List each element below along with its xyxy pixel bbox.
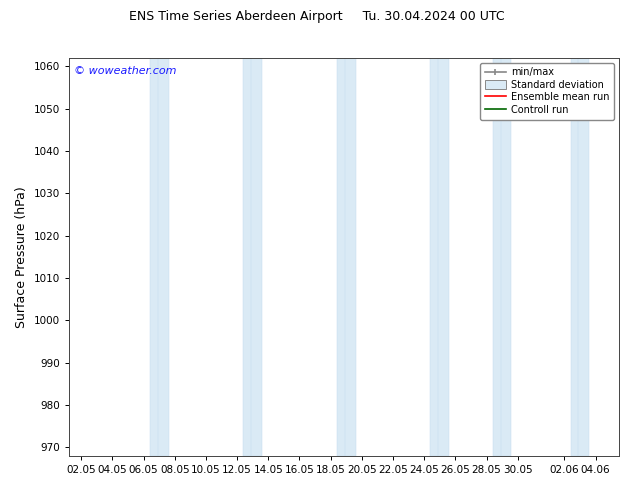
Bar <box>251 58 262 456</box>
Bar <box>345 58 356 456</box>
Bar <box>438 58 449 456</box>
Bar <box>337 58 348 456</box>
Bar <box>578 58 590 456</box>
Bar <box>158 58 169 456</box>
Y-axis label: Surface Pressure (hPa): Surface Pressure (hPa) <box>15 186 28 328</box>
Bar <box>430 58 441 456</box>
Text: ENS Time Series Aberdeen Airport     Tu. 30.04.2024 00 UTC: ENS Time Series Aberdeen Airport Tu. 30.… <box>129 10 505 23</box>
Bar <box>571 58 581 456</box>
Legend: min/max, Standard deviation, Ensemble mean run, Controll run: min/max, Standard deviation, Ensemble me… <box>480 63 614 120</box>
Bar <box>493 58 503 456</box>
Text: © woweather.com: © woweather.com <box>74 66 177 75</box>
Bar <box>501 58 512 456</box>
Bar <box>243 58 254 456</box>
Bar <box>150 58 161 456</box>
